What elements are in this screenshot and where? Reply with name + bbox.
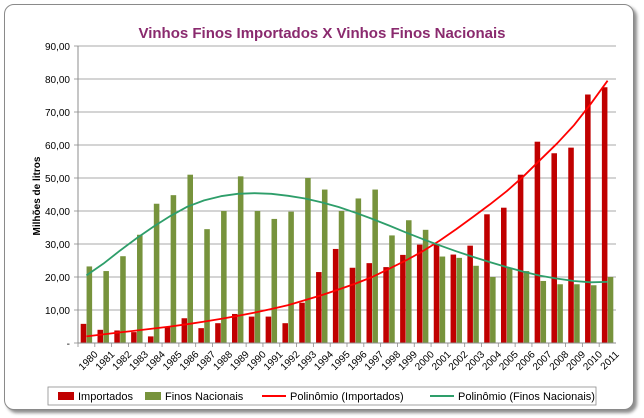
bar-finos-nacionais [439,256,446,343]
bar-importados [265,316,272,343]
bar-importados [164,326,171,343]
y-tick-label: 90,00 [45,42,70,53]
bar-finos-nacionais [389,235,395,343]
bar-importados [181,318,188,343]
bar-finos-nacionais [237,176,244,343]
bar-finos-nacionais [305,178,311,343]
bar-finos-nacionais [103,271,109,343]
legend-label: Importados [78,391,134,403]
bar-finos-nacionais [506,267,513,343]
bar-importados [484,214,490,343]
y-tick-label: 20,00 [45,273,70,284]
bar-importados [147,336,154,343]
bar-importados [568,147,574,343]
bar-importados [467,245,473,343]
bar-importados [501,207,507,343]
bar-finos-nacionais [473,265,479,343]
bar-finos-nacionais [456,257,462,343]
bar-importados [215,323,221,343]
bar-finos-nacionais [204,229,210,343]
bar-importados [299,302,305,343]
bar-finos-nacionais [590,285,597,343]
bar-importados [282,323,288,343]
bar-finos-nacionais [422,229,429,343]
bar-finos-nacionais [338,211,345,343]
bar-importados [450,254,457,343]
y-tick-label: 50,00 [45,174,70,185]
legend-label: Polinômio (Importados) [290,391,404,403]
trendline [85,192,608,284]
bar-importados [131,332,137,343]
bar-importados [248,316,255,343]
bar-importados [585,94,591,343]
x-tick-label: 2011 [599,349,622,372]
bar-importados [316,272,322,343]
chart-title: Vinhos Finos Importados X Vinhos Finos N… [138,25,505,42]
bar-importados [332,248,339,343]
bar-finos-nacionais [490,277,496,343]
bar-finos-nacionais [86,266,93,343]
bar-finos-nacionais [170,195,177,343]
bar-finos-nacionais [120,256,126,343]
bar-finos-nacionais [372,189,378,343]
bar-finos-nacionais [254,211,261,343]
bar-importados [534,141,541,343]
bar-finos-nacionais [557,284,563,343]
bar-importados [80,323,87,343]
bar-finos-nacionais [523,271,530,343]
legend-box [47,386,597,406]
bar-importados [383,267,389,343]
bar-finos-nacionais [153,203,160,343]
bar-importados [400,254,406,343]
bar-importados [517,174,524,343]
legend: Importados Finos Nacionais Polinômio (Impo… [47,386,597,406]
legend-label: Polinômio (Finos Nacionais) [458,391,595,403]
y-tick-label: 10,00 [45,306,70,317]
y-axis-label: Milhões de litros [32,156,43,235]
bar-finos-nacionais [271,218,278,343]
bar-finos-nacionais [288,211,294,343]
bar-importados [366,263,373,343]
bar-finos-nacionais [540,280,547,343]
bar-importados [198,328,204,343]
trendline [86,80,609,338]
bar-finos-nacionais [321,189,328,343]
y-tick-label: 30,00 [45,240,70,251]
legend-swatch [145,392,161,400]
y-tick-label: - [67,339,70,350]
bar-finos-nacionais [355,198,362,343]
trendlines [85,80,609,338]
bar-importados [551,153,557,343]
bar-finos-nacionais [406,220,412,343]
bar-importados [97,329,104,343]
bar-finos-nacionais [574,284,580,343]
bar-importados [433,244,440,343]
bar-importados [114,330,120,343]
bars [80,87,614,343]
bar-finos-nacionais [607,277,614,343]
bar-importados [601,87,608,343]
legend-swatch [58,392,74,400]
y-tick-label: 40,00 [45,207,70,218]
bar-finos-nacionais [221,211,227,343]
y-tick-label: 80,00 [45,75,70,86]
legend-label: Finos Nacionais [165,391,244,403]
y-tick-label: 60,00 [45,141,70,152]
y-tick-label: 70,00 [45,108,70,119]
bar-finos-nacionais [137,234,143,343]
bar-finos-nacionais [187,174,193,343]
bar-importados [349,267,356,343]
bar-importados [232,313,238,343]
bar-importados [416,244,423,343]
